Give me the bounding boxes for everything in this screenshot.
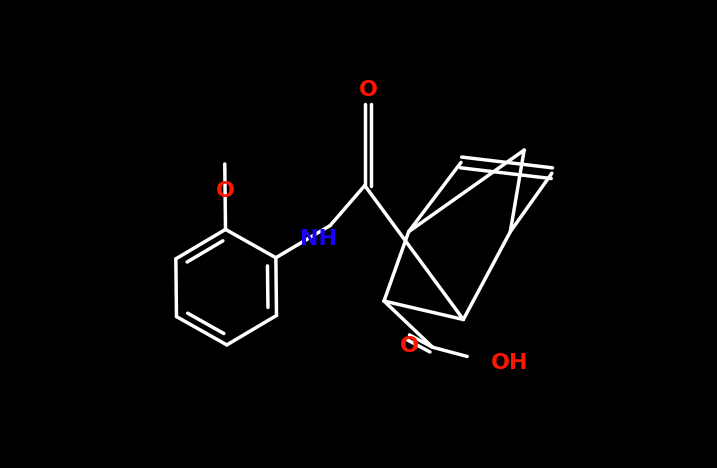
Text: O: O: [359, 80, 378, 100]
Text: OH: OH: [490, 352, 528, 373]
Text: O: O: [400, 336, 419, 357]
Text: NH: NH: [300, 229, 337, 249]
Text: O: O: [216, 181, 234, 201]
